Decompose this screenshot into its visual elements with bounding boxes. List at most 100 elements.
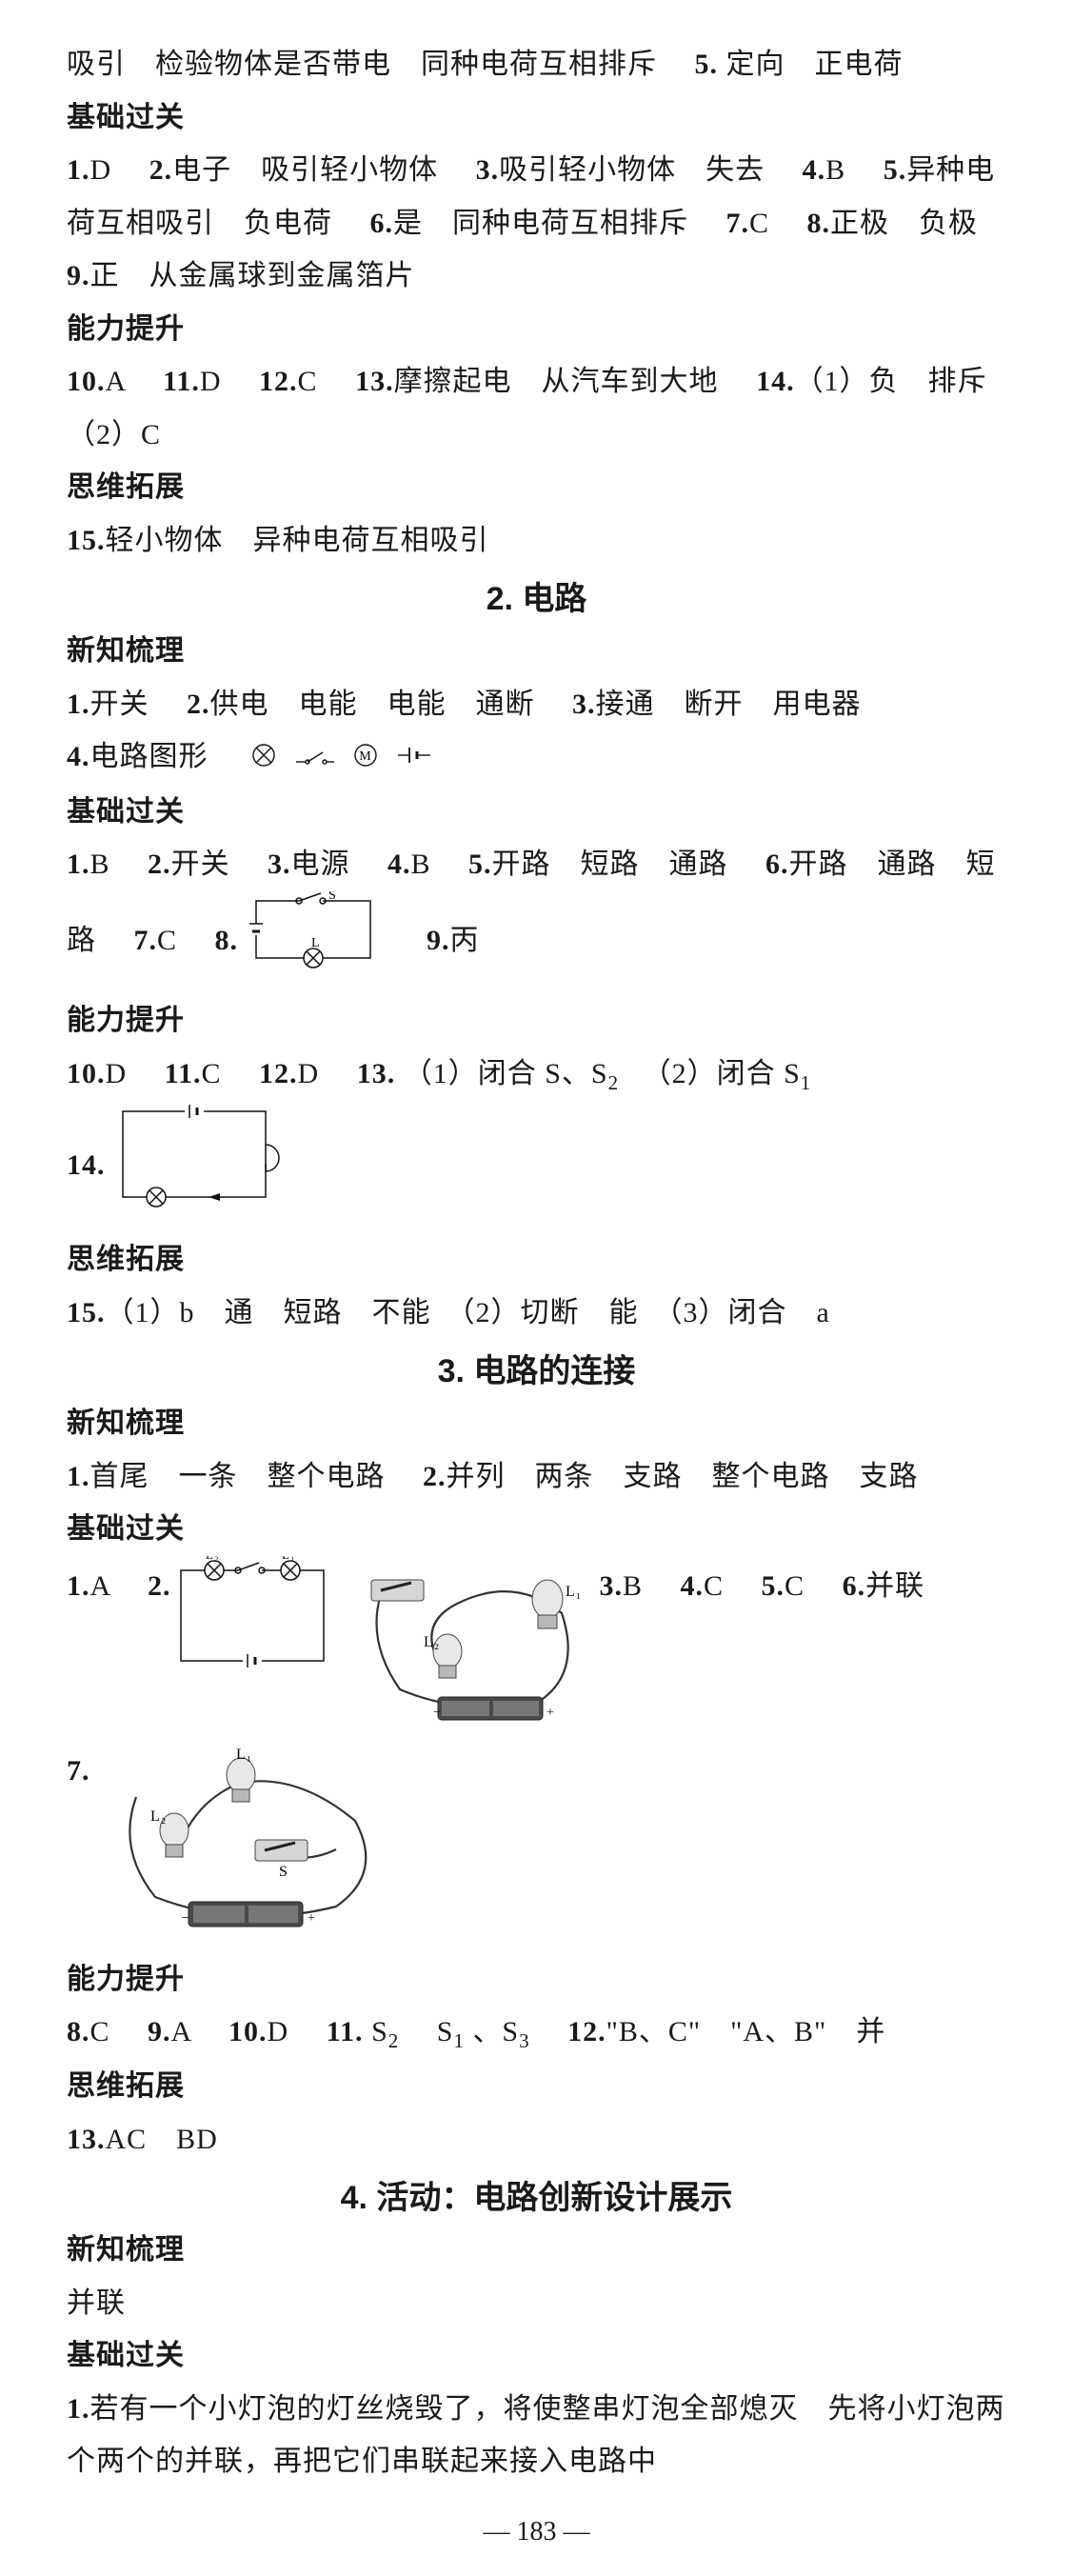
- c2b-n2: 2.: [148, 849, 171, 880]
- s1-n5: 5.: [884, 154, 907, 186]
- s1-a1: D: [90, 154, 142, 186]
- c3b-n3: 3.: [600, 1570, 624, 1602]
- c2b-n3: 3.: [268, 849, 291, 880]
- svg-text:+: +: [308, 1911, 316, 1926]
- s1-n1: 1.: [67, 154, 90, 186]
- photo2-l2-label: L₂: [150, 1808, 167, 1825]
- s1-n8: 8.: [807, 208, 831, 239]
- c3-base-label: 基础过关: [67, 1503, 1006, 1556]
- c2u-sub1: 1: [801, 1071, 812, 1094]
- photo1-l2-label: L₂: [424, 1634, 440, 1650]
- c3u-a12: "B、C" "A、B" 并: [606, 2016, 886, 2047]
- s3-n15: 15.: [67, 525, 106, 556]
- s2-n11: 11.: [163, 366, 200, 397]
- c3u-n11: 11.: [327, 2016, 364, 2047]
- photo1-l1-label: L₁: [566, 1584, 582, 1600]
- s1-a9: 正 从金属球到金属箔片: [90, 260, 415, 291]
- s1-a3: 吸引轻小物体 失去: [499, 154, 794, 186]
- c2u-a11: C: [202, 1058, 251, 1089]
- c3-base-row-2: 7. L₁ L₂ S − +: [67, 1745, 1006, 1953]
- c3u-a11a: S: [371, 2016, 388, 2047]
- s1-a4: B: [825, 154, 875, 186]
- c3u-n12: 12.: [567, 2016, 606, 2047]
- header-text-a: 吸引 检验物体是否带电 同种电荷互相排斥: [67, 49, 686, 80]
- s3-row: 15.轻小物体 异种电荷互相吸引: [67, 514, 1006, 568]
- c4-base-label: 基础过关: [67, 2329, 1006, 2383]
- q14-circuit-diagram: [113, 1102, 285, 1234]
- c2-up-label: 能力提升: [67, 994, 1006, 1048]
- s1-n4: 4.: [803, 154, 826, 186]
- header-text-b: 定向 正电荷: [726, 49, 904, 80]
- q8-lamp-label: L: [311, 936, 321, 950]
- c3-ext-row: 13.AC BD: [67, 2113, 1006, 2167]
- page-number-value: 183: [517, 2517, 557, 2546]
- c2-ext-label: 思维拓展: [67, 1233, 1006, 1287]
- s2-a10: A: [106, 366, 155, 397]
- s1-a2: 电子 吸引轻小物体: [172, 154, 467, 186]
- chapter-title-3: 3. 电路的连接: [67, 1345, 1006, 1391]
- s1-n2: 2.: [149, 154, 173, 186]
- c2u-a13a: （1）闭合 S、S: [404, 1058, 608, 1089]
- c2e-a15: （1）b 通 短路 不能 （2）切断 能 （3）闭合 a: [106, 1297, 830, 1328]
- s2-row: 10.A 11.D 12.C 13.摩擦起电 从汽车到大地 14.（1）负 排斥…: [67, 355, 1006, 461]
- section-basics-1: 基础过关: [67, 91, 1006, 145]
- s1-a8: 正极 负极: [830, 208, 1007, 239]
- c3-new-row: 1.首尾 一条 整个电路 2.并列 两条 支路 整个电路 支路: [67, 1450, 1006, 1504]
- c3b-n1: 1.: [67, 1570, 90, 1602]
- s3-a15: 轻小物体 异种电荷互相吸引: [106, 525, 489, 556]
- c3u-n10: 10.: [229, 2016, 268, 2047]
- c3u-s2: 2: [388, 2029, 400, 2052]
- chapter-title-4: 4. 活动：电路创新设计展示: [67, 2171, 1006, 2218]
- motor-label: M: [359, 749, 371, 764]
- s2-n10: 10.: [67, 366, 106, 397]
- symbol-cell-icon: [398, 732, 430, 786]
- c3u-s3: 3: [519, 2029, 530, 2052]
- c2-base-label: 基础过关: [67, 786, 1006, 839]
- c2n-a1: 开关: [90, 689, 179, 720]
- c3n-a2: 并列 两条 支路 整个电路 支路: [447, 1461, 919, 1492]
- c2b-a4: B: [411, 849, 461, 880]
- c4-new-row: 并联: [67, 2277, 1006, 2330]
- c3-ext-label: 思维拓展: [67, 2060, 1006, 2113]
- c2b-a3: 电源: [291, 849, 380, 880]
- c3n-n2: 2.: [423, 1461, 447, 1492]
- c2n-n4: 4.: [67, 741, 90, 772]
- c3b-a5: C: [785, 1570, 834, 1602]
- c3b-a1: A: [90, 1570, 140, 1602]
- section-ability-1: 能力提升: [67, 303, 1006, 356]
- c2-new-label: 新知梳理: [67, 625, 1006, 678]
- c2-new-row: 1.开关 2.供电 电能 电能 通断 3.接通 断开 用电器: [67, 678, 1006, 731]
- c2u-n10: 10.: [67, 1058, 106, 1089]
- s1-n6: 6.: [370, 208, 394, 239]
- s1-a7: C: [749, 208, 799, 239]
- header-line: 吸引 检验物体是否带电 同种电荷互相排斥 5. 定向 正电荷: [67, 38, 1006, 91]
- symbol-motor-icon: M: [353, 732, 378, 786]
- c4-base-row: 1.若有一个小灯泡的灯丝烧毁了，将使整串灯泡全部熄灭 先将小灯泡两个两个的并联，…: [67, 2383, 1006, 2488]
- c2b-n9: 9.: [427, 925, 450, 956]
- c3u-n8: 8.: [67, 2016, 90, 2047]
- c2b-n4: 4.: [387, 849, 411, 880]
- c2u-a10: D: [106, 1058, 157, 1089]
- s1-n3: 3.: [476, 154, 500, 186]
- c3u-a9: A: [171, 2016, 221, 2047]
- s2-n12: 12.: [259, 366, 298, 397]
- c3b-a4: C: [704, 1570, 753, 1602]
- c4-new-label: 新知梳理: [67, 2224, 1006, 2277]
- c2-base-row-1: 1.B 2.开关 3.电源 4.B 5.开路 短路 通路 6.开路 通路 短路 …: [67, 838, 1006, 994]
- c3n-n1: 1.: [67, 1461, 90, 1492]
- c2e-n15: 15.: [67, 1297, 106, 1328]
- q2-circuit-diagram: L₂ L₁: [171, 1556, 343, 1698]
- c3u-a11c: 、S: [472, 2016, 519, 2047]
- c2b-n8: 8.: [215, 925, 239, 956]
- c4b-a1: 若有一个小灯泡的灯丝烧毁了，将使整串灯泡全部熄灭 先将小灯泡两个两个的并联，再把…: [67, 2393, 1005, 2478]
- s2-a12: C: [298, 366, 348, 397]
- physical-circuit-photo-1: L₁ L₂ − +: [343, 1556, 600, 1746]
- c2b-a7: C: [157, 925, 207, 956]
- q2-l2-label: L₂: [206, 1556, 219, 1562]
- svg-text:+: +: [546, 1706, 555, 1720]
- header-num-5: 5.: [695, 49, 719, 80]
- s1-n9: 9.: [67, 260, 90, 291]
- c2b-n1: 1.: [67, 849, 90, 880]
- c2b-n6: 6.: [765, 849, 789, 880]
- c3b-n5: 5.: [762, 1570, 785, 1602]
